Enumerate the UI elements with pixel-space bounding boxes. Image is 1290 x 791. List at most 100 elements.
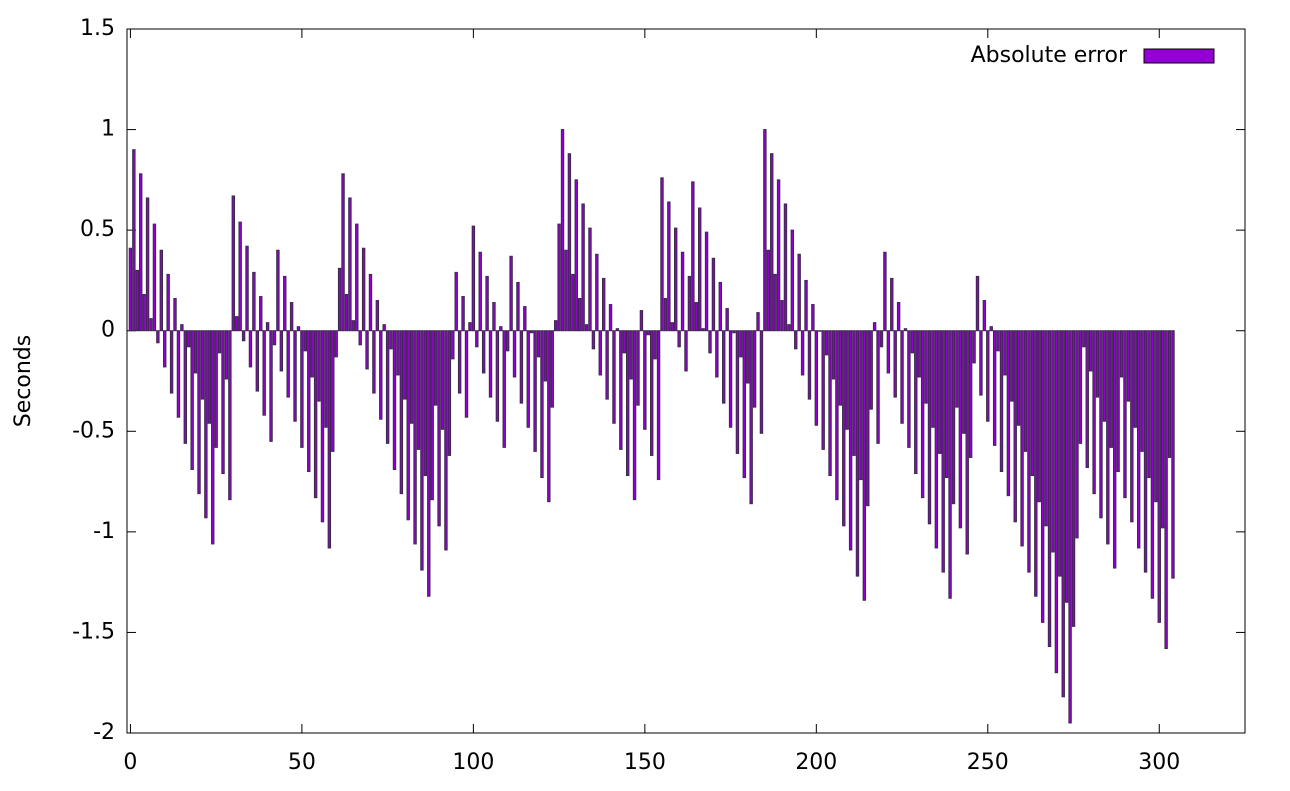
bar	[550, 330, 554, 408]
bar	[776, 179, 781, 332]
bar	[752, 330, 757, 408]
bar	[327, 330, 332, 549]
bar	[1130, 330, 1134, 523]
bar	[361, 247, 366, 332]
bar	[903, 328, 908, 332]
bar	[807, 330, 812, 400]
bar	[423, 330, 428, 477]
bar	[245, 245, 249, 332]
bar	[814, 330, 819, 426]
bar	[286, 330, 290, 398]
bar	[900, 330, 904, 424]
bar	[1027, 330, 1031, 573]
bar	[536, 330, 541, 358]
bar	[211, 330, 215, 545]
bar	[385, 330, 390, 444]
bar	[869, 330, 873, 410]
bar	[139, 173, 143, 332]
bar	[1010, 330, 1014, 402]
bar	[526, 330, 530, 428]
x-tick-label: 100	[452, 750, 494, 775]
bar	[992, 330, 997, 446]
bar	[1157, 330, 1161, 623]
bar	[1126, 330, 1131, 402]
bar	[660, 177, 664, 332]
bar	[684, 330, 688, 372]
bar	[461, 296, 465, 332]
bar	[543, 330, 548, 382]
bar	[848, 330, 853, 551]
bar	[584, 324, 589, 332]
bar	[224, 330, 229, 380]
bar	[375, 300, 380, 332]
bar	[1154, 330, 1158, 503]
bar	[1140, 330, 1144, 452]
bar	[420, 330, 424, 571]
bar	[454, 271, 458, 332]
bar	[1109, 330, 1113, 448]
bar	[722, 330, 726, 404]
bar	[622, 330, 626, 354]
bar	[372, 330, 376, 394]
bar	[1044, 330, 1048, 527]
bar	[595, 253, 599, 332]
bar	[855, 330, 860, 577]
bar	[632, 330, 637, 501]
bar	[615, 328, 620, 332]
bar	[560, 129, 565, 332]
bar	[625, 330, 630, 477]
bar	[1143, 330, 1148, 573]
bar	[169, 330, 174, 394]
bar	[944, 330, 949, 479]
bar	[283, 275, 287, 332]
bar	[598, 330, 602, 376]
bar	[663, 298, 668, 332]
bar	[787, 324, 791, 332]
bar	[1078, 330, 1083, 444]
bar	[433, 330, 438, 406]
bar	[735, 330, 740, 454]
bar	[413, 330, 417, 545]
bar	[464, 330, 469, 418]
bar	[152, 223, 157, 332]
bar	[725, 308, 729, 332]
bar	[505, 330, 510, 352]
bar	[533, 330, 537, 452]
bar	[756, 312, 760, 332]
bar	[818, 330, 822, 332]
bar	[927, 330, 932, 525]
bar	[341, 173, 345, 332]
bar	[1150, 330, 1155, 599]
y-tick-label: 0.5	[80, 217, 115, 242]
bar	[204, 330, 208, 519]
bar	[924, 330, 928, 404]
bar	[403, 330, 407, 400]
bar	[334, 330, 338, 358]
bar	[804, 279, 808, 332]
bar	[1119, 330, 1124, 378]
bar	[358, 330, 362, 346]
bar	[862, 330, 867, 601]
bar	[828, 330, 832, 477]
bar	[650, 330, 654, 456]
bar	[1085, 330, 1089, 468]
bar	[416, 330, 421, 450]
bar	[749, 330, 753, 505]
bar	[406, 330, 410, 521]
bar	[135, 269, 139, 332]
bar	[656, 330, 661, 481]
bar	[739, 330, 743, 358]
bar	[979, 330, 983, 396]
bar	[142, 294, 146, 332]
bar	[324, 330, 328, 428]
bar	[670, 322, 674, 332]
bar	[430, 330, 434, 501]
bar	[783, 203, 788, 332]
bar	[1147, 330, 1151, 479]
bar	[677, 330, 681, 348]
bar	[259, 296, 263, 332]
bar	[499, 326, 503, 332]
bar	[746, 330, 750, 384]
bar	[337, 267, 342, 332]
